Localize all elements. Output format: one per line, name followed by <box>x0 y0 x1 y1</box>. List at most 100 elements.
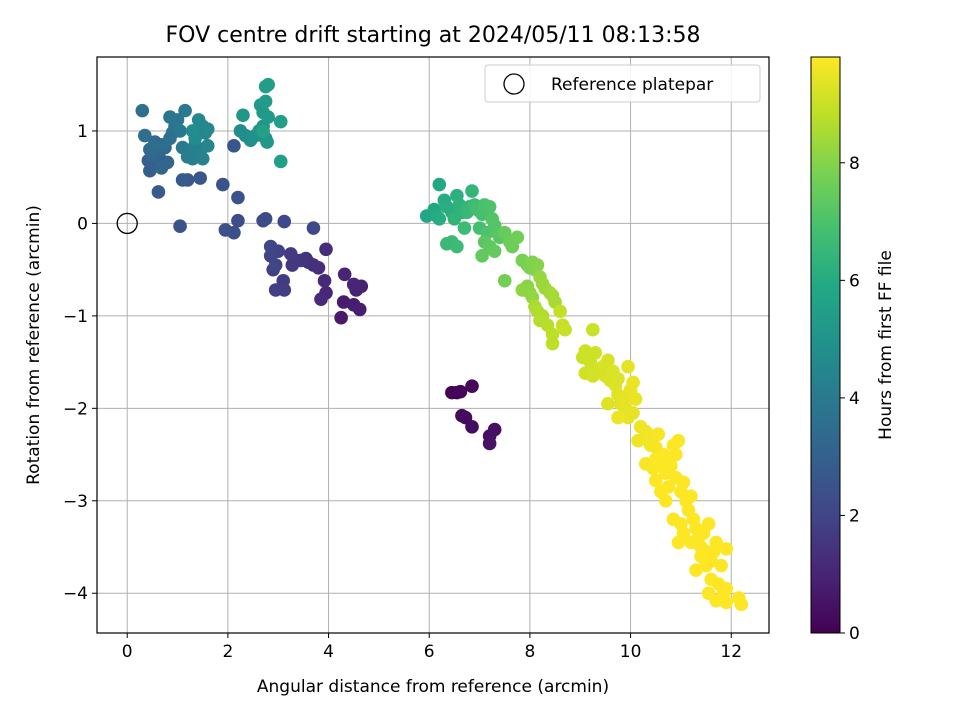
colorbar-tick-label: 4 <box>849 389 860 409</box>
data-point <box>684 535 698 550</box>
data-point <box>273 114 288 129</box>
data-point <box>200 122 215 136</box>
x-tick-label: 0 <box>122 642 133 662</box>
data-point <box>661 480 676 494</box>
chart-title: FOV centre drift starting at 2024/05/11 … <box>166 23 701 48</box>
data-point <box>601 396 615 411</box>
data-point <box>601 353 615 368</box>
y-tick-label: −4 <box>63 584 88 604</box>
data-point <box>453 384 468 399</box>
data-point <box>659 493 673 508</box>
data-point <box>578 344 593 358</box>
data-point <box>545 336 560 351</box>
x-axis-label: Angular distance from reference (arcmin) <box>257 677 609 697</box>
data-point <box>510 230 525 245</box>
data-point <box>475 248 489 263</box>
data-point <box>465 184 479 198</box>
data-point <box>200 138 215 153</box>
colorbar-label: Hours from first FF file <box>876 250 896 440</box>
colorbar-tick-label: 6 <box>849 271 860 291</box>
data-point <box>719 581 734 596</box>
legend-box <box>484 64 761 103</box>
data-point <box>216 177 230 192</box>
data-point <box>319 242 333 257</box>
data-point <box>648 473 663 488</box>
data-point <box>487 244 502 258</box>
data-point <box>432 211 447 226</box>
data-point <box>714 558 728 573</box>
data-point <box>432 177 447 192</box>
data-point <box>218 223 233 237</box>
colorbar-tick-label: 0 <box>849 624 860 644</box>
data-point <box>227 138 241 153</box>
data-point <box>628 392 643 406</box>
data-point <box>621 359 635 374</box>
data-point <box>611 371 625 386</box>
data-point <box>450 239 464 254</box>
colorbar-tick-label: 8 <box>849 154 860 174</box>
data-point <box>701 586 716 601</box>
data-point <box>191 113 206 127</box>
data-point <box>173 124 187 138</box>
data-point <box>256 124 270 138</box>
data-point <box>631 433 645 448</box>
data-point <box>676 475 691 490</box>
data-point <box>263 239 278 254</box>
data-points <box>135 77 749 612</box>
data-point <box>260 135 274 149</box>
data-point <box>457 221 472 235</box>
data-point <box>258 94 273 109</box>
legend-entry-reference: Reference platepar <box>551 75 713 95</box>
data-point <box>277 214 292 229</box>
data-point <box>497 273 512 288</box>
data-point <box>285 258 300 272</box>
data-point <box>268 258 283 272</box>
x-tick-label: 12 <box>720 642 742 662</box>
data-point <box>283 247 298 261</box>
data-point <box>178 103 192 118</box>
data-point <box>465 420 479 434</box>
data-point <box>231 213 245 228</box>
data-point <box>719 595 734 610</box>
reference-marker-group <box>116 212 138 235</box>
data-point <box>671 433 686 448</box>
data-point <box>317 273 332 288</box>
data-point <box>261 77 275 92</box>
x-axis-ticks: 0 2 4 6 8 10 12 <box>122 633 742 662</box>
legend-reference-marker <box>503 73 525 95</box>
data-point <box>709 535 723 550</box>
data-point <box>261 110 275 124</box>
data-point <box>586 322 600 337</box>
data-point <box>465 379 479 393</box>
data-point <box>352 302 367 317</box>
data-point <box>236 108 250 123</box>
data-point <box>701 517 716 531</box>
data-point <box>669 447 683 462</box>
data-point <box>273 154 288 169</box>
data-point <box>558 322 572 337</box>
data-point <box>611 410 625 425</box>
colorbar-tick-label: 2 <box>849 506 860 526</box>
y-tick-label: −3 <box>63 492 88 512</box>
data-point <box>268 283 283 297</box>
y-tick-label: 1 <box>77 122 88 142</box>
data-point <box>135 103 150 118</box>
data-point <box>447 211 462 226</box>
data-point <box>138 128 152 143</box>
data-point <box>334 310 348 325</box>
data-point <box>256 213 270 228</box>
data-point <box>306 221 321 235</box>
y-tick-label: 0 <box>77 214 88 234</box>
data-point <box>530 258 545 272</box>
data-point <box>626 375 640 390</box>
data-point <box>175 173 190 187</box>
x-tick-label: 2 <box>222 642 233 662</box>
x-tick-label: 10 <box>620 642 642 662</box>
plot-frame <box>96 56 770 634</box>
y-tick-label: −1 <box>63 307 88 327</box>
y-axis-ticks: −4 −3 −2 −1 0 1 <box>63 122 97 604</box>
data-point <box>173 219 187 233</box>
x-tick-label: 6 <box>424 642 435 662</box>
colorbar-ticks: 0 2 4 6 8 <box>840 154 860 644</box>
data-point <box>193 171 207 185</box>
